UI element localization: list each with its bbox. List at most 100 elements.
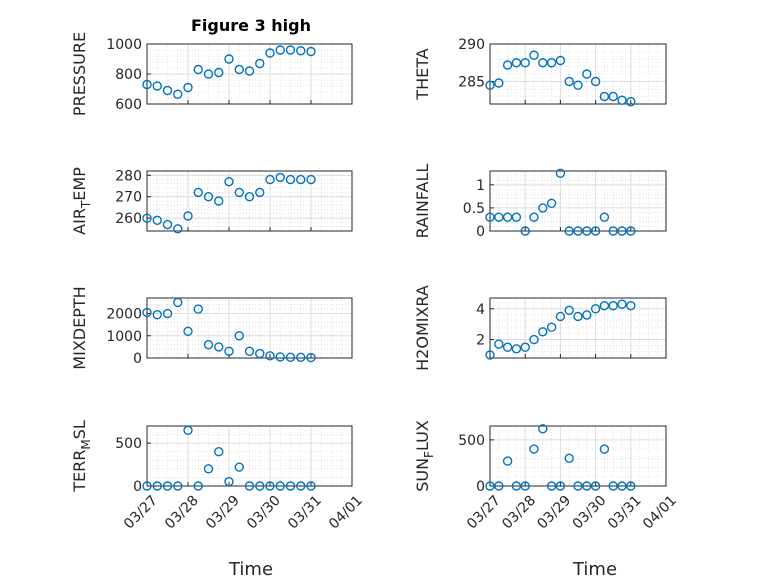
data-point — [142, 213, 152, 223]
data-point — [275, 352, 285, 362]
data-point — [244, 192, 255, 202]
y-axis-label: SUNFLUX — [413, 420, 436, 492]
data-point — [214, 342, 224, 352]
data-point — [590, 226, 601, 236]
data-point — [152, 309, 162, 320]
subplot-5: 0 1000 2000 MIXDEPTH — [70, 286, 353, 370]
data-point — [214, 196, 224, 206]
data-point — [193, 64, 203, 75]
data-point — [546, 481, 557, 491]
data-point — [529, 50, 539, 60]
y-tick-label: 2 — [476, 333, 485, 349]
data-point — [162, 219, 173, 230]
data-point — [173, 89, 183, 99]
x-tick-label: 03/28 — [499, 493, 539, 533]
data-point — [599, 444, 610, 454]
data-point — [203, 192, 214, 202]
subplot-4: 0 0.5 1 RAINFALL — [413, 164, 667, 240]
data-point — [555, 55, 566, 66]
y-axis-label: TERRMSL — [70, 420, 93, 493]
x-tick-label: 03/31 — [605, 493, 645, 533]
subplot-2: 285 290 THETA — [413, 37, 667, 107]
figure-title: Figure 3 high — [191, 16, 311, 35]
data-point — [617, 481, 627, 491]
data-point — [162, 308, 173, 319]
data-point — [162, 481, 173, 491]
subplot-8: 0 500 SUNFLUX 03/2703/2803/2903/3003/3104/0… — [413, 420, 680, 532]
data-point — [142, 481, 152, 491]
data-point — [617, 299, 627, 309]
data-point — [511, 344, 522, 354]
data-point — [193, 304, 203, 314]
data-point — [626, 226, 636, 236]
x-tick-label: 03/30 — [244, 493, 284, 533]
y-tick-label: 280 — [115, 168, 142, 184]
x-tick-label: 04/01 — [640, 493, 680, 533]
data-point — [173, 224, 183, 234]
data-point — [183, 425, 193, 435]
data-point — [573, 311, 583, 322]
data-point — [306, 352, 316, 363]
data-point — [494, 212, 504, 222]
data-point — [608, 91, 618, 102]
y-tick-label: 1 — [476, 178, 485, 194]
data-point — [265, 174, 275, 185]
data-point — [296, 46, 306, 56]
data-point — [255, 187, 265, 198]
data-point — [306, 481, 316, 491]
data-point — [244, 66, 255, 76]
subplot-7: 0 500 TERRMSL 03/27 03/28 03/29 03/30 03/31 04/0… — [70, 420, 366, 532]
axes-box — [146, 170, 353, 232]
data-point — [224, 477, 234, 487]
data-point — [626, 300, 636, 311]
y-axis-label: H2OMIXRA — [413, 285, 432, 371]
data-point — [538, 58, 548, 68]
data-point — [502, 60, 513, 70]
y-axis-label: MIXDEPTH — [70, 286, 89, 369]
data-point — [173, 481, 183, 491]
data-point — [183, 326, 193, 337]
x-axis-label-right: Time — [572, 559, 617, 580]
data-point — [296, 174, 306, 185]
data-point — [494, 78, 504, 88]
y-axis-label: PRESSURE — [70, 32, 89, 116]
y-tick-label: 0 — [476, 224, 485, 240]
data-point — [224, 346, 234, 357]
x-tick-label: 04/01 — [326, 493, 366, 533]
data-point — [546, 58, 557, 68]
data-point — [234, 187, 244, 198]
data-point — [502, 212, 513, 222]
data-point — [529, 212, 539, 222]
data-point — [590, 481, 601, 491]
data-point — [520, 342, 530, 352]
data-point — [485, 481, 495, 491]
data-point — [608, 226, 618, 236]
data-point — [502, 456, 513, 466]
y-tick-label: 0 — [476, 479, 485, 495]
data-point — [546, 198, 557, 209]
data-point — [546, 322, 557, 332]
data-point — [234, 64, 244, 75]
y-tick-label: 0.5 — [463, 201, 485, 217]
x-tick-label: 03/29 — [203, 493, 243, 533]
data-point — [555, 311, 566, 322]
axes-box — [489, 43, 667, 105]
data-point — [152, 81, 162, 91]
y-tick-label: 290 — [458, 37, 485, 53]
data-point — [255, 58, 265, 69]
data-point — [564, 305, 574, 316]
x-axis-label-left: Time — [228, 559, 273, 580]
data-point — [265, 351, 275, 361]
data-point — [306, 174, 316, 185]
data-point — [511, 481, 522, 491]
y-tick-label: 2000 — [106, 307, 142, 323]
data-point — [296, 352, 306, 363]
data-point — [203, 339, 214, 350]
axes-box — [489, 425, 667, 487]
subplot-6: 2 4 H2OMIXRA — [413, 285, 667, 371]
data-point — [564, 226, 574, 236]
data-point — [538, 327, 548, 337]
data-point — [485, 212, 495, 222]
data-point — [275, 172, 285, 183]
